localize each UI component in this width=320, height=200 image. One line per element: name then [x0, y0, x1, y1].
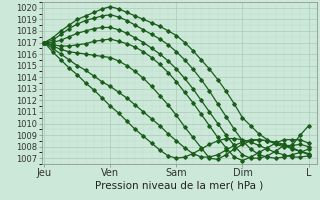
X-axis label: Pression niveau de la mer( hPa ): Pression niveau de la mer( hPa )	[95, 181, 263, 191]
